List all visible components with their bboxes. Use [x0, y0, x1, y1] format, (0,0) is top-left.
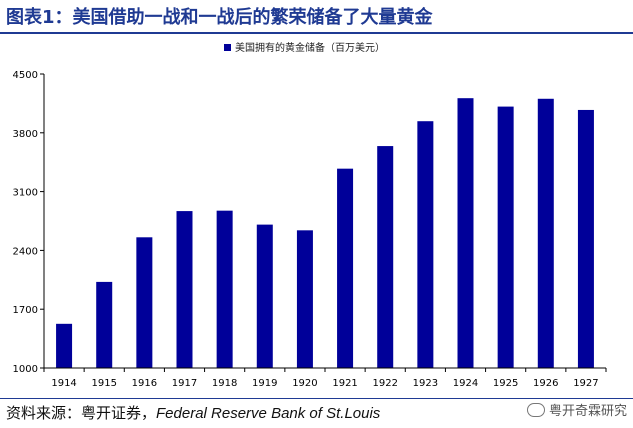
source-divider: [0, 398, 633, 399]
x-tick-label: 1923: [413, 378, 438, 389]
bar: [457, 98, 474, 368]
x-tick-label: 1921: [332, 378, 357, 389]
source-note: 资料来源：粤开证券，Federal Reserve Bank of St.Lou…: [6, 402, 380, 423]
title-divider: [0, 32, 633, 34]
y-tick-label: 3800: [13, 129, 38, 140]
bar: [337, 168, 354, 368]
bar: [176, 211, 193, 368]
bar: [56, 323, 73, 368]
bars: [56, 98, 594, 369]
x-tick-label: 1924: [453, 378, 478, 389]
bar: [577, 109, 594, 369]
y-tick-label: 2400: [13, 246, 38, 257]
source-label: 资料来源：粤开证券，: [6, 404, 157, 422]
watermark-text: 粤开奇霖研究: [548, 404, 627, 419]
bar: [256, 224, 273, 368]
legend-swatch: [224, 44, 231, 51]
y-tick-label: 1700: [13, 305, 38, 316]
source-text: Federal Reserve Bank of St.Louis: [156, 405, 381, 422]
bar: [417, 121, 434, 368]
bar: [216, 210, 233, 368]
x-tick-label: 1916: [132, 378, 157, 389]
x-axis: 1914 1915 1916 1917 1918 1919 1920 1921 1922 1923…: [43, 367, 607, 389]
legend-label: 美国拥有的黄金储备（百万美元）: [235, 41, 385, 54]
page-title: 图表1：美国借助一战和一战后的繁荣储备了大量黄金: [6, 7, 433, 28]
y-axis: 1000 1700 2400 3100 3800 4500: [13, 70, 45, 375]
x-tick-label: 1926: [533, 378, 558, 389]
chart-legend: 美国拥有的黄金储备（百万美元）: [224, 41, 385, 54]
x-tick-label: 1914: [51, 378, 76, 389]
bar: [497, 106, 514, 368]
y-tick-label: 1000: [13, 364, 38, 375]
gold-reserve-bar-chart: 美国拥有的黄金储备（百万美元） 1000 1700 2400 3100 3800 4500…: [13, 41, 607, 389]
bar: [136, 237, 153, 368]
y-tick-label: 3100: [13, 188, 38, 199]
x-tick-label: 1922: [372, 378, 397, 389]
x-tick-label: 1925: [493, 378, 518, 389]
x-tick-label: 1927: [573, 378, 598, 389]
y-tick-label: 4500: [13, 70, 38, 81]
wechat-icon: [526, 403, 545, 417]
x-tick-label: 1915: [91, 378, 116, 389]
bar: [296, 230, 313, 368]
watermark: 粤开奇霖研究: [526, 400, 627, 419]
bar: [537, 98, 554, 368]
x-tick-label: 1917: [172, 378, 197, 389]
x-tick-label: 1919: [252, 378, 277, 389]
bar: [377, 146, 394, 368]
bar: [96, 281, 113, 368]
x-tick-label: 1918: [212, 378, 237, 389]
x-tick-label: 1920: [292, 378, 317, 389]
